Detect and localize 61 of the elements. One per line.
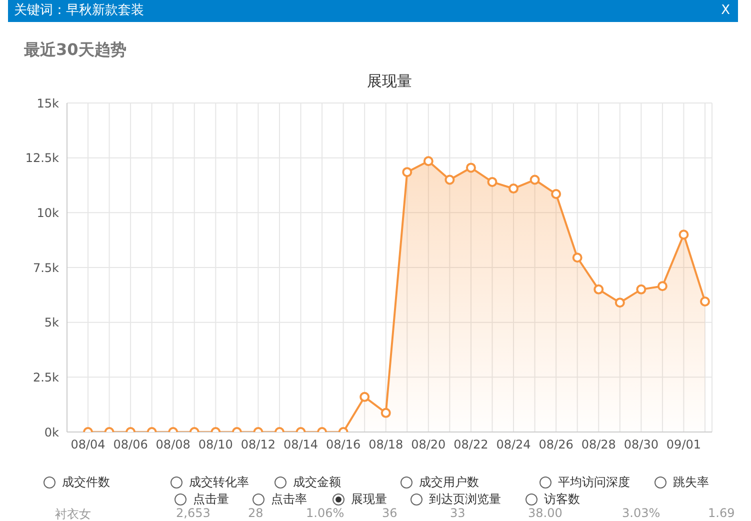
x-tick-label: 08/10: [198, 438, 233, 452]
text: 展现量: [351, 491, 387, 508]
point: [444, 174, 455, 185]
y-tick-label: 10k: [36, 206, 60, 220]
point: [594, 284, 604, 294]
x-tick-label: 08/12: [240, 438, 276, 452]
text: 38.00: [528, 506, 562, 520]
point: [636, 284, 646, 294]
y-tick-label: 7.5k: [32, 260, 60, 275]
point: [487, 176, 498, 187]
point: [530, 174, 540, 185]
point: [572, 252, 582, 263]
text: 成交用户数: [419, 474, 479, 491]
text: 到达页浏览量: [429, 491, 501, 508]
text: 成交件数: [62, 474, 110, 491]
x-tick-label: 08/08: [156, 438, 190, 452]
x-tick-label: 08/06: [113, 438, 148, 452]
y-tick-label: 0k: [44, 425, 60, 440]
text: 跳失率: [673, 474, 709, 491]
text: 访客数: [544, 491, 580, 508]
x-tick-label: 08/16: [326, 438, 361, 452]
y-tick-label: 2.5k: [32, 370, 60, 384]
text: 点击量: [193, 491, 229, 508]
point: [466, 162, 476, 173]
point: [657, 281, 668, 292]
text: 33: [450, 506, 466, 520]
point: [551, 189, 562, 200]
x-tick-label: 08/28: [581, 438, 616, 452]
text: 1.06%: [306, 506, 344, 520]
y-tick-label: 15k: [36, 96, 60, 110]
x-tick-label: 08/30: [624, 438, 658, 452]
x-tick-label: 08/26: [538, 438, 574, 452]
x-tick-label: 08/04: [70, 438, 106, 452]
text: 28: [248, 506, 264, 520]
point: [423, 156, 434, 166]
text: 衬衣女: [55, 506, 91, 521]
text: 成交金额: [293, 474, 341, 491]
y-tick-label: 5k: [44, 316, 60, 330]
text: 点击率: [271, 491, 307, 508]
x-tick-label: 08/14: [283, 438, 318, 452]
y-tick-label: 12.5k: [25, 151, 60, 166]
x-tick-label: 09/01: [666, 438, 702, 452]
point: [700, 296, 710, 306]
chart-title: 展现量: [366, 72, 413, 91]
x-tick-label: 08/22: [454, 438, 488, 452]
x-tick-label: 08/20: [411, 438, 446, 452]
x-tick-label: 08/18: [368, 438, 404, 452]
text: 1.69: [708, 506, 735, 520]
point: [678, 230, 689, 240]
chart-subtitle: 最近30天趋势: [24, 40, 126, 61]
x-tick-label: 08/24: [496, 438, 531, 452]
text: X: [721, 2, 730, 20]
text: 平均访问深度: [558, 474, 630, 491]
point: [614, 298, 625, 308]
text: 3.03%: [622, 506, 660, 520]
text: 成交转化率: [189, 474, 249, 491]
text: 36: [382, 506, 398, 520]
text: 2,653: [176, 506, 210, 520]
point: [508, 184, 519, 194]
text: 关键词：早秋新款套装: [14, 3, 144, 18]
point: [402, 167, 412, 178]
